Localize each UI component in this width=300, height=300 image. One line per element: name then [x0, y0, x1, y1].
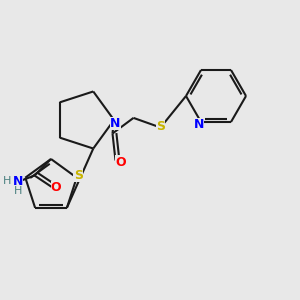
Text: H: H: [14, 185, 22, 196]
Text: N: N: [194, 118, 204, 131]
Text: N: N: [110, 117, 121, 130]
Text: O: O: [116, 155, 126, 169]
Text: O: O: [51, 181, 62, 194]
Text: S: S: [156, 120, 165, 133]
Text: S: S: [74, 169, 83, 182]
Text: H: H: [2, 176, 11, 187]
Text: N: N: [13, 175, 23, 188]
